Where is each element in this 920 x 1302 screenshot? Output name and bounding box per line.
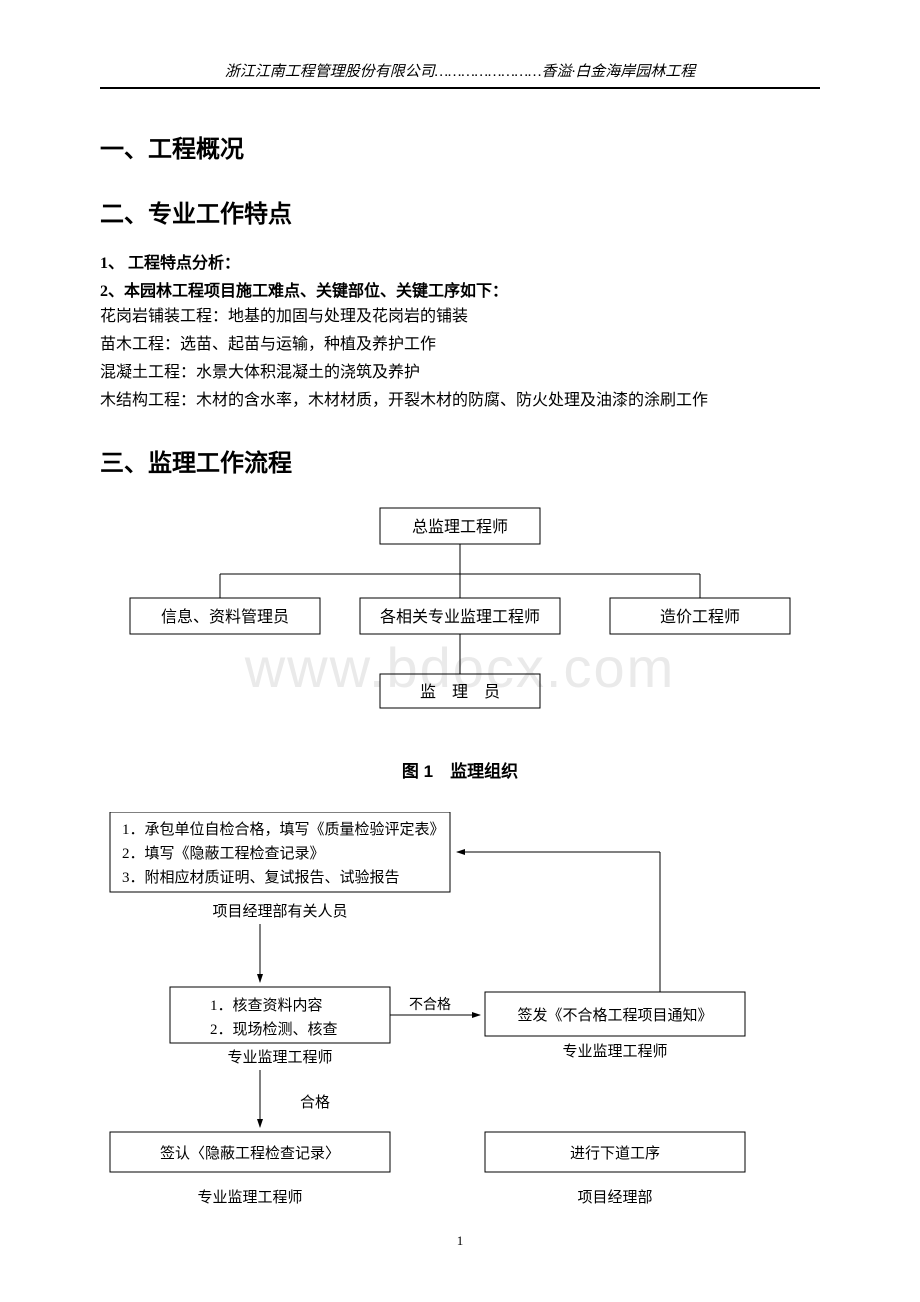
flow-box2-l1: 1．核查资料内容 — [210, 997, 323, 1014]
flow-label3: 专业监理工程师 — [562, 1043, 667, 1060]
header-left: 浙江江南工程管理股份有限公司 — [225, 64, 435, 80]
flow-label1: 项目经理部有关人员 — [212, 903, 347, 920]
section2-title: 二、专业工作特点 — [100, 194, 820, 229]
flow-edge-pass: 合格 — [300, 1094, 330, 1111]
flow-label2: 专业监理工程师 — [227, 1049, 332, 1066]
section2-item2: 2、本园林工程项目施工难点、关键部位、关键工序如下： — [100, 277, 820, 301]
header-right: 香溢·白金海岸园林工程 — [541, 64, 695, 80]
section2-line1: 花岗岩铺装工程：地基的加固与处理及花岗岩的铺装 — [100, 305, 820, 329]
flow-box4: 签认〈隐蔽工程检查记录〉 — [160, 1145, 340, 1162]
org-bottom: 监 理 员 — [420, 683, 500, 701]
section2-line2: 苗木工程：选苗、起苗与运输，种植及养护工作 — [100, 333, 820, 357]
flow-edge-fail: 不合格 — [409, 997, 451, 1013]
flow-box3: 签发《不合格工程项目通知》 — [517, 1007, 712, 1024]
flow-box1-l1: 1．承包单位自检合格，填写《质量检验评定表》 — [122, 821, 445, 838]
org-mid: 各相关专业监理工程师 — [380, 608, 540, 626]
flow-box5: 进行下道工序 — [570, 1145, 660, 1162]
org-left: 信息、资料管理员 — [161, 608, 289, 626]
flow-box1-l3: 3．附相应材质证明、复试报告、试验报告 — [122, 868, 400, 886]
section2-item1: 1、 工程特点分析： — [100, 249, 820, 273]
page-number: 1 — [100, 1233, 820, 1249]
section1-title: 一、工程概况 — [100, 129, 820, 164]
section3-title: 三、监理工作流程 — [100, 443, 820, 478]
org-caption: 图 1 监理组织 — [100, 757, 820, 782]
flow-box2-l2: 2．现场检测、核查 — [210, 1021, 338, 1038]
org-top: 总监理工程师 — [412, 518, 508, 536]
flow-box1-l2: 2．填写《隐蔽工程检查记录》 — [122, 845, 325, 862]
flow-label5: 项目经理部 — [577, 1189, 652, 1206]
org-right: 造价工程师 — [660, 608, 740, 626]
page-header: 浙江江南工程管理股份有限公司……………………香溢·白金海岸园林工程 — [100, 60, 820, 89]
section2-line4: 木结构工程：木材的含水率，木材材质，开裂木材的防腐、防火处理及油漆的涂刷工作 — [100, 389, 820, 413]
flow-label4: 专业监理工程师 — [197, 1189, 302, 1206]
org-chart: 总监理工程师 信息、资料管理员 各相关专业监理工程师 造价工程师 监 理 员 图… — [100, 498, 820, 782]
header-dots: …………………… — [435, 64, 542, 80]
section2-line3: 混凝土工程：水景大体积混凝土的浇筑及养护 — [100, 361, 820, 385]
flowchart: 1．承包单位自检合格，填写《质量检验评定表》 2．填写《隐蔽工程检查记录》 3．… — [100, 812, 820, 1227]
